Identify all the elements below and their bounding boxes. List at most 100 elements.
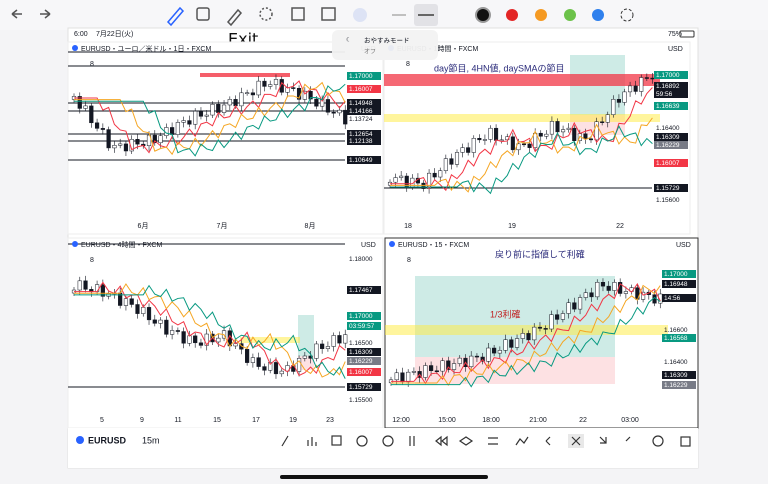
candle <box>466 147 471 153</box>
candle <box>499 139 504 142</box>
candle <box>279 79 284 93</box>
price-label-bg <box>347 348 381 356</box>
eraser-tool[interactable] <box>196 7 210 21</box>
tool[interactable] <box>307 437 317 446</box>
price-label: 03:59:57 <box>349 323 375 330</box>
tool[interactable] <box>515 436 529 446</box>
candle <box>544 133 549 137</box>
price-label: 1.16892 <box>656 83 680 90</box>
price-label-bg <box>347 72 381 80</box>
tool[interactable] <box>571 436 581 446</box>
image-tool[interactable] <box>291 7 305 21</box>
handwritten-note: 戻り前に指値して利確 <box>495 248 585 259</box>
chart-panel: EURUSD・ユーロ／米ドル・1日・FXCM8USD1.170001.16007… <box>67 41 384 235</box>
footer-symbol[interactable]: EURUSD <box>88 435 127 445</box>
tool[interactable] <box>356 435 368 447</box>
tool[interactable] <box>409 436 415 446</box>
color-green[interactable] <box>564 9 576 21</box>
candle <box>594 121 599 141</box>
price-label-bg <box>654 90 688 98</box>
tool[interactable] <box>382 435 394 447</box>
price-label-bg <box>654 133 688 141</box>
tool[interactable] <box>652 435 664 447</box>
currency: USD <box>668 46 683 53</box>
popup-state: オフ <box>364 49 376 56</box>
candle <box>100 284 105 297</box>
candle <box>187 335 192 344</box>
footer-interval[interactable]: 15m <box>142 435 160 445</box>
panel-bg <box>67 41 384 235</box>
tool[interactable] <box>488 437 498 445</box>
price-label: 1.16007 <box>656 160 680 167</box>
candle <box>83 105 88 109</box>
candle <box>600 121 605 123</box>
color-orange[interactable] <box>535 9 547 21</box>
candle <box>204 114 209 117</box>
panel-title: EURUSD・15・FXCM <box>398 242 469 249</box>
color-black[interactable] <box>475 7 491 23</box>
price-label: 1.16229 <box>349 358 373 365</box>
color-red[interactable] <box>506 9 518 21</box>
tool[interactable] <box>599 436 607 444</box>
loss-zone <box>298 356 314 370</box>
candle <box>492 347 497 354</box>
tool[interactable] <box>435 435 448 447</box>
price-label: 1.16568 <box>664 335 688 342</box>
price-label: 1.16007 <box>349 86 373 93</box>
level-band <box>385 325 668 335</box>
pen-tool[interactable] <box>166 6 185 27</box>
candle <box>170 330 175 335</box>
color-custom[interactable] <box>620 8 634 22</box>
time-label: 22 <box>616 223 624 230</box>
price-label-bg <box>662 334 696 342</box>
moving-average <box>74 81 346 156</box>
candle <box>158 319 163 324</box>
price-label-bg <box>654 71 688 79</box>
level-band <box>240 337 300 343</box>
tool[interactable] <box>545 436 551 446</box>
candle <box>268 362 273 371</box>
candle <box>245 92 250 95</box>
tool[interactable] <box>281 435 289 447</box>
candle <box>482 139 487 141</box>
time-label: 5 <box>100 417 104 424</box>
candle <box>100 128 105 130</box>
price-label: 1.16639 <box>656 103 680 110</box>
candle <box>443 158 448 171</box>
candle <box>454 152 460 165</box>
text-tool[interactable] <box>321 7 336 21</box>
price-label: 1.17000 <box>349 313 373 320</box>
candle <box>434 370 439 372</box>
candle <box>158 135 163 144</box>
time-label: 18:00 <box>482 417 500 424</box>
candle <box>611 99 616 115</box>
currency: USD <box>676 242 691 249</box>
candle <box>566 302 571 314</box>
candle <box>644 77 649 79</box>
candle <box>181 120 186 123</box>
price-label: 1.16229 <box>664 382 688 389</box>
marker-tool[interactable] <box>226 8 243 27</box>
undo[interactable] <box>11 9 22 19</box>
moving-average <box>391 284 661 386</box>
candle <box>314 98 319 107</box>
time-label: 7月 <box>217 222 228 230</box>
more-button[interactable] <box>353 8 367 22</box>
candle <box>549 314 554 330</box>
tool[interactable] <box>458 436 474 446</box>
color-blue[interactable] <box>592 9 604 21</box>
tool[interactable] <box>625 436 631 442</box>
chart-panel: EURUSD・1時間・FXCM8USDday節目, 4HN値, daySMAの節… <box>383 41 691 235</box>
candle <box>77 96 82 109</box>
candle <box>146 307 152 321</box>
symbol-icon <box>72 45 78 51</box>
lasso-tool[interactable] <box>259 7 273 21</box>
redo[interactable] <box>40 9 51 19</box>
focus-popup[interactable] <box>332 30 438 60</box>
tool[interactable] <box>331 435 342 446</box>
moving-average <box>391 282 661 385</box>
candle <box>566 127 571 130</box>
candle <box>572 127 577 141</box>
candle <box>296 358 302 372</box>
share[interactable] <box>680 436 691 447</box>
